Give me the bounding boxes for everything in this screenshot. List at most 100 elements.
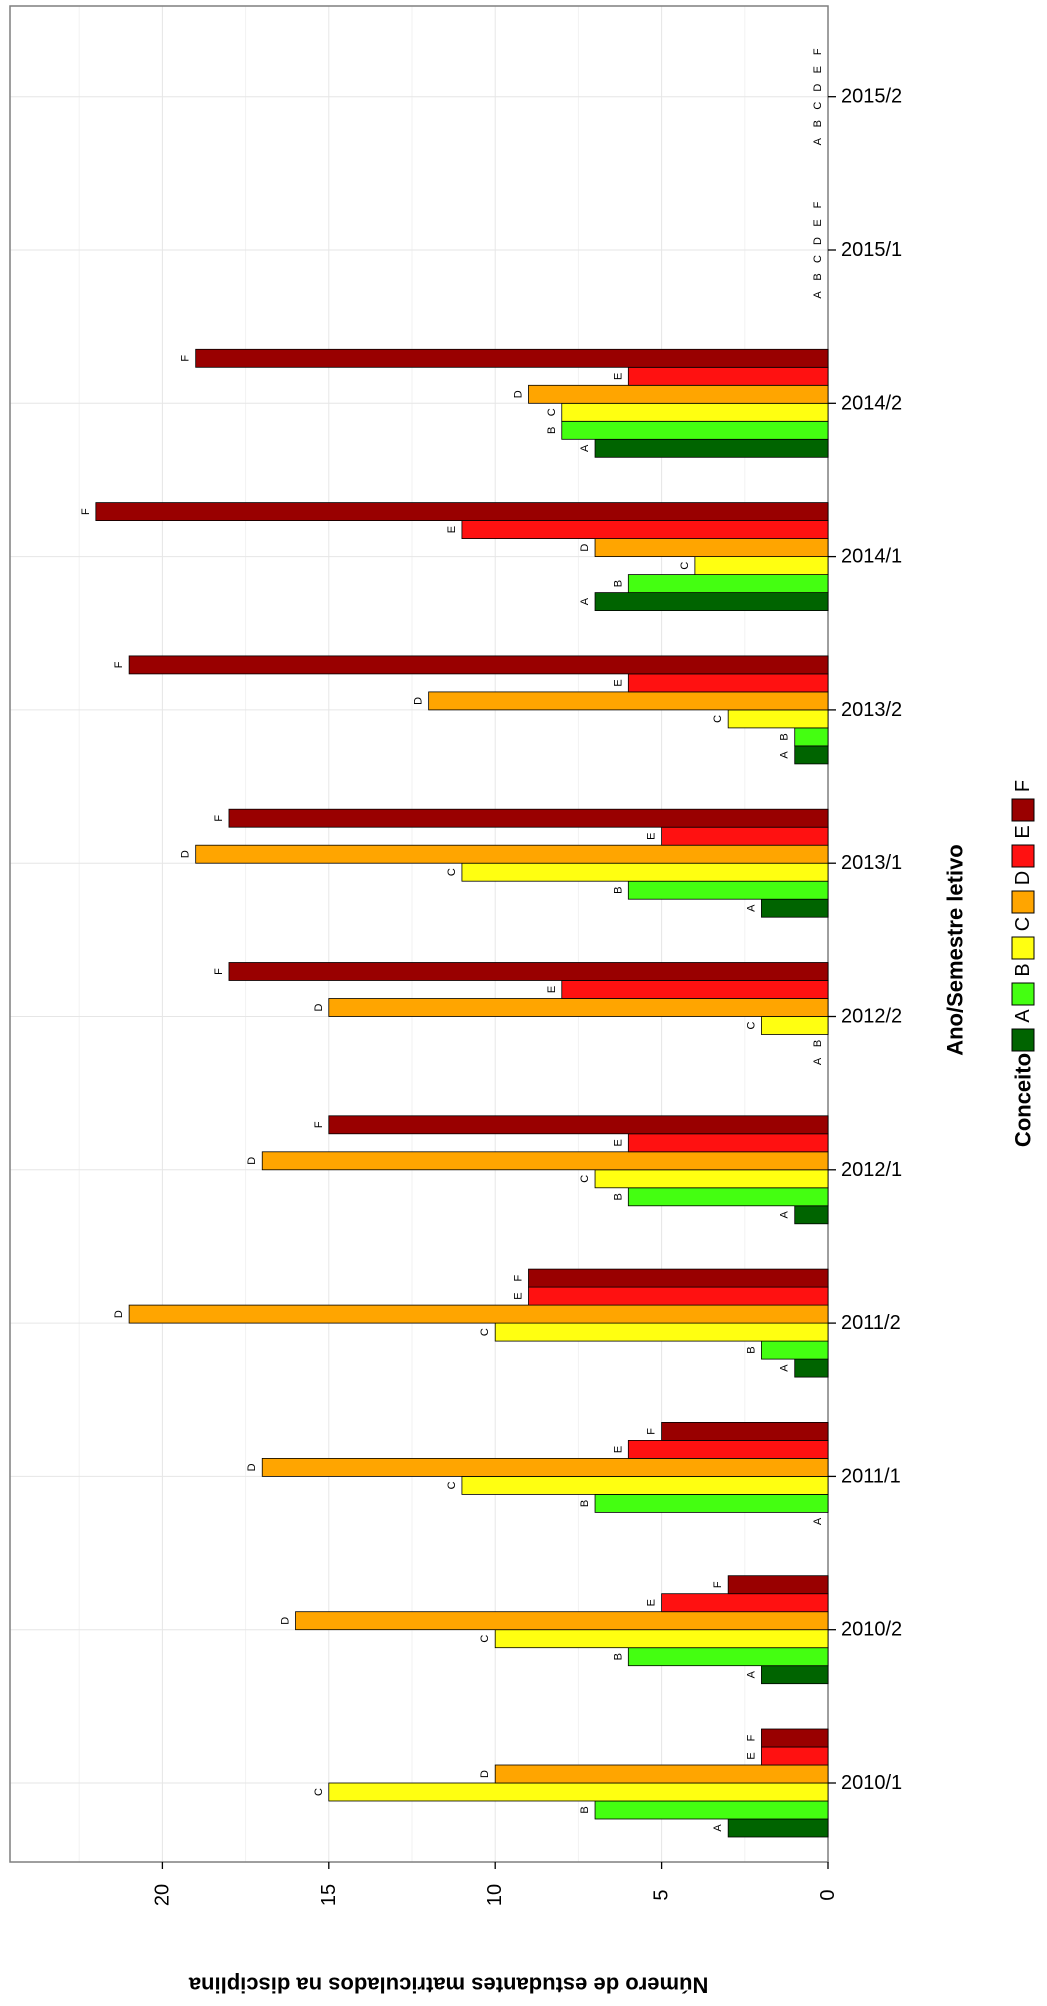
- bar-label: C: [479, 1635, 491, 1643]
- category-tick-label: 2011/2: [841, 1312, 901, 1334]
- bar-label: A: [745, 904, 757, 912]
- bar-F-2010/1: [761, 1728, 829, 1748]
- bar-label: A: [779, 1210, 791, 1218]
- value-tick-label: 10: [484, 1884, 506, 1906]
- category-tick-label: 2015/1: [841, 239, 902, 261]
- bar-label: B: [612, 580, 624, 587]
- bar-E-2011/2: [528, 1286, 829, 1306]
- legend-label: A: [1012, 1009, 1034, 1023]
- bar-label: E: [646, 833, 658, 840]
- value-tick-label: 20: [151, 1884, 173, 1906]
- bar-B-2010/2: [627, 1647, 829, 1667]
- bar-B-2011/2: [761, 1340, 829, 1360]
- bar-label: E: [812, 66, 824, 73]
- bar-label: D: [246, 1463, 258, 1471]
- bar-label: A: [812, 1057, 824, 1065]
- y-axis-title: Número de estudantes matriculados na dis…: [188, 1973, 708, 1998]
- bar-F-2014/2: [195, 348, 829, 368]
- bar-label: C: [446, 868, 458, 876]
- bars-layer: [95, 348, 829, 1838]
- bar-label: A: [779, 1364, 791, 1372]
- bar-D-2013/1: [195, 844, 829, 864]
- bar-label: F: [512, 1274, 524, 1281]
- bar-label: F: [113, 661, 125, 668]
- bar-label: F: [313, 1121, 325, 1128]
- x-axis-title: Ano/Semestre letivo: [943, 844, 968, 1056]
- bar-E-2012/1: [627, 1133, 829, 1153]
- bar-E-2010/2: [661, 1593, 829, 1613]
- bar-A-2010/1: [727, 1818, 829, 1838]
- bar-F-2013/2: [128, 655, 829, 675]
- bar-B-2012/1: [627, 1187, 829, 1207]
- bar-F-2014/1: [95, 502, 829, 522]
- bar-D-2010/2: [295, 1611, 829, 1631]
- bar-C-2010/2: [494, 1629, 829, 1649]
- bar-label: F: [646, 1428, 658, 1435]
- bar-E-2013/2: [627, 673, 829, 693]
- legend: Conceito A B C D E F: [1011, 780, 1036, 1147]
- bar-label: F: [213, 968, 225, 975]
- bar-label: C: [313, 1788, 325, 1796]
- bar-C-2014/2: [561, 402, 829, 422]
- bar-label: C: [546, 408, 558, 416]
- bar-label: C: [679, 562, 691, 570]
- bar-C-2011/1: [461, 1476, 829, 1495]
- bar-B-2014/1: [627, 574, 829, 593]
- category-tick-label: 2013/1: [841, 852, 902, 874]
- category-tick-label: 2010/2: [841, 1619, 902, 1641]
- bar-B-2014/2: [561, 420, 829, 440]
- bar-label: C: [745, 1021, 757, 1029]
- category-tick-label: 2015/2: [841, 86, 902, 108]
- value-tick-label: 5: [651, 1889, 673, 1900]
- category-tick-label: 2014/1: [841, 546, 902, 568]
- bar-F-2013/1: [228, 808, 829, 828]
- bar-B-2013/2: [794, 727, 829, 747]
- bar-label: D: [113, 1310, 125, 1318]
- bar-D-2011/2: [128, 1304, 829, 1324]
- axes-layer: 0 5 10 15 20 2010/1 2010/2 2011/1 2011/2 2012/1 20…: [151, 86, 902, 1906]
- legend-label: D: [1012, 871, 1034, 885]
- bar-label: B: [612, 1193, 624, 1200]
- plot-panel: [9, 5, 829, 1863]
- bar-label: E: [612, 1139, 624, 1146]
- bar-label: E: [446, 526, 458, 533]
- bar-label: D: [512, 390, 524, 398]
- category-tick-label: 2012/2: [841, 1006, 902, 1028]
- bar-E-2010/1: [761, 1746, 829, 1766]
- bar-label: C: [712, 715, 724, 723]
- bar-label: B: [579, 1500, 591, 1507]
- bar-label: D: [313, 1003, 325, 1011]
- bar-A-2014/1: [594, 592, 829, 611]
- bar-C-2014/1: [694, 556, 829, 575]
- category-tick-label: 2014/2: [841, 392, 902, 414]
- bar-D-2012/1: [261, 1151, 829, 1171]
- bar-F-2010/2: [727, 1575, 829, 1595]
- bar-label: A: [812, 137, 824, 145]
- bar-D-2014/1: [594, 538, 829, 557]
- bar-label: A: [779, 751, 791, 759]
- legend-key-D: [1011, 890, 1035, 914]
- bar-A-2013/2: [794, 745, 829, 765]
- value-tick-label: 0: [817, 1889, 839, 1900]
- bar-label: E: [612, 373, 624, 380]
- legend-key-E: [1011, 844, 1035, 868]
- bar-label: A: [579, 597, 591, 605]
- bar-label: F: [712, 1581, 724, 1588]
- bar-A-2011/2: [794, 1358, 829, 1378]
- bar-label: D: [246, 1157, 258, 1165]
- bar-label: D: [812, 237, 824, 245]
- bar-label: A: [812, 291, 824, 299]
- bar-B-2013/1: [627, 880, 829, 900]
- bar-label: B: [612, 887, 624, 894]
- bar-C-2010/1: [328, 1782, 829, 1802]
- legend-key-C: [1011, 936, 1035, 960]
- bar-label: A: [745, 1670, 757, 1678]
- bar-label: D: [479, 1770, 491, 1778]
- bar-label: B: [779, 733, 791, 740]
- bar-label: E: [512, 1292, 524, 1299]
- bar-E-2014/1: [461, 520, 829, 539]
- value-tick-label: 15: [318, 1884, 340, 1906]
- bar-D-2013/2: [428, 691, 829, 711]
- bar-label: D: [413, 697, 425, 705]
